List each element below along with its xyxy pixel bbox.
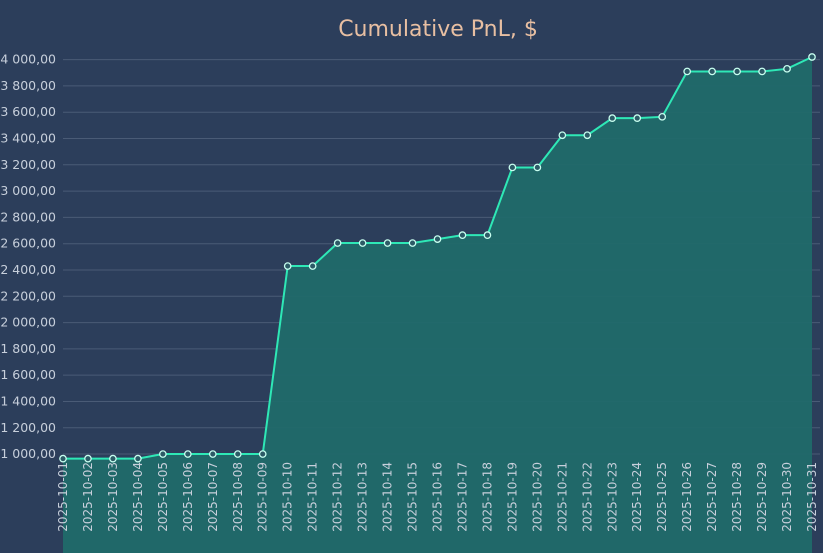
data-point <box>483 231 492 239</box>
y-tick-label: 2 600,00 <box>0 236 56 251</box>
y-tick-label: 3 200,00 <box>0 157 56 172</box>
data-point <box>508 163 517 172</box>
x-tick-label: 2025-10-07 <box>206 462 220 532</box>
x-tick-label: 2025-10-05 <box>156 462 170 532</box>
x-tick-label: 2025-10-04 <box>131 462 145 532</box>
data-point <box>308 262 317 270</box>
x-tick-label: 2025-10-26 <box>680 462 694 532</box>
data-point <box>183 450 192 458</box>
data-point <box>808 53 816 61</box>
pnl-points <box>59 53 816 463</box>
x-tick-label: 2025-10-03 <box>106 462 120 532</box>
x-tick-label: 2025-10-29 <box>755 462 769 532</box>
data-point <box>358 239 367 247</box>
x-tick-label: 2025-10-21 <box>555 462 569 532</box>
data-point <box>733 67 741 76</box>
x-tick-label: 2025-10-11 <box>306 462 320 532</box>
y-tick-label: 1 800,00 <box>0 341 56 356</box>
x-tick-label: 2025-10-09 <box>256 462 270 532</box>
x-tick-label: 2025-10-06 <box>181 462 195 532</box>
data-point <box>59 454 67 463</box>
data-point <box>533 163 542 172</box>
y-tick-label: 1 400,00 <box>0 393 56 408</box>
y-tick-label: 3 800,00 <box>0 78 56 93</box>
x-tick-label: 2025-10-13 <box>356 462 370 532</box>
data-point <box>608 114 617 122</box>
x-tick-label: 2025-10-28 <box>730 462 744 532</box>
data-point <box>408 239 417 247</box>
data-point <box>159 450 167 458</box>
x-tick-label: 2025-10-10 <box>281 462 295 532</box>
y-axis-ticks: 1 000,00 1 200,00 1 400,00 1 600,00 1 800,00… <box>0 52 56 461</box>
data-point <box>708 67 716 76</box>
x-tick-label: 2025-10-12 <box>331 462 345 532</box>
y-tick-label: 1 600,00 <box>0 367 56 382</box>
data-point <box>134 454 142 463</box>
x-tick-label: 2025-10-01 <box>56 462 70 532</box>
y-tick-label: 3 000,00 <box>0 183 56 198</box>
data-point <box>84 454 92 463</box>
data-point <box>658 112 667 121</box>
x-tick-label: 2025-10-08 <box>231 462 245 532</box>
x-tick-label: 2025-10-17 <box>455 462 469 532</box>
y-tick-label: 1 000,00 <box>0 446 56 461</box>
x-tick-label: 2025-10-19 <box>505 462 519 532</box>
x-tick-label: 2025-10-15 <box>406 462 420 532</box>
data-point <box>333 239 342 247</box>
x-tick-label: 2025-10-20 <box>530 462 544 532</box>
data-point <box>633 114 642 122</box>
data-point <box>783 64 791 73</box>
chart-title: Cumulative PnL, $ <box>338 17 538 42</box>
x-tick-label: 2025-10-25 <box>655 462 669 532</box>
x-tick-label: 2025-10-27 <box>705 462 719 532</box>
y-tick-label: 3 400,00 <box>0 131 56 146</box>
data-point <box>258 450 267 458</box>
x-tick-label: 2025-10-18 <box>480 462 494 532</box>
x-tick-label: 2025-10-22 <box>580 462 594 532</box>
data-point <box>683 67 692 76</box>
x-tick-label: 2025-10-31 <box>805 462 819 532</box>
y-tick-label: 2 200,00 <box>0 288 56 303</box>
data-point <box>558 131 567 140</box>
y-tick-label: 1 200,00 <box>0 420 56 435</box>
pnl-area-fill <box>63 57 812 553</box>
y-tick-label: 2 400,00 <box>0 262 56 277</box>
data-point <box>283 262 292 270</box>
y-tick-label: 4 000,00 <box>0 52 56 67</box>
data-point <box>758 67 766 76</box>
y-tick-label: 3 600,00 <box>0 104 56 119</box>
data-point <box>458 231 467 239</box>
x-tick-label: 2025-10-30 <box>780 462 794 532</box>
data-point <box>208 450 217 458</box>
x-tick-label: 2025-10-23 <box>605 462 619 532</box>
x-tick-label: 2025-10-02 <box>81 462 95 532</box>
y-tick-label: 2 000,00 <box>0 315 56 330</box>
data-point <box>583 131 592 140</box>
data-point <box>433 235 442 243</box>
data-point <box>233 450 242 458</box>
x-tick-label: 2025-10-16 <box>431 462 445 532</box>
x-tick-label: 2025-10-14 <box>381 462 395 532</box>
data-point <box>109 454 117 463</box>
y-tick-label: 2 800,00 <box>0 209 56 224</box>
x-tick-label: 2025-10-24 <box>630 462 644 532</box>
x-axis-ticks: 2025-10-01 2025-10-02 2025-10-03 2025-10-04… <box>56 462 819 532</box>
data-point <box>383 239 392 247</box>
